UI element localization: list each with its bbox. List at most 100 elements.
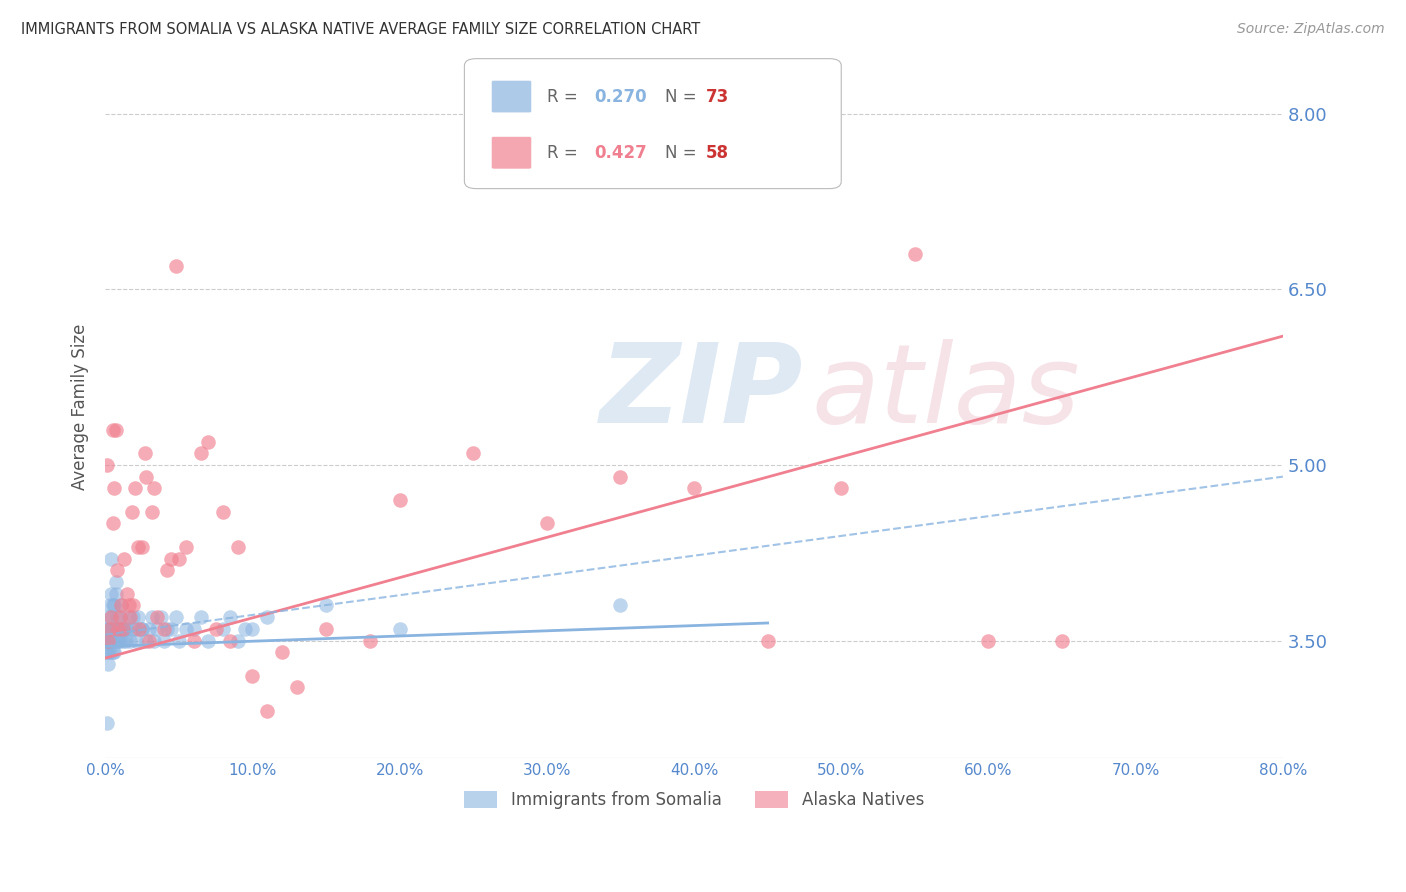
Point [904, 247, 927, 261]
Y-axis label: Average Family Size: Average Family Size [72, 323, 89, 490]
FancyBboxPatch shape [492, 80, 531, 112]
Point [96, 458, 118, 472]
Point [101, 423, 124, 437]
Point [127, 610, 149, 624]
Point [108, 610, 131, 624]
Text: 58: 58 [706, 144, 728, 161]
Point [111, 633, 134, 648]
Point [104, 574, 127, 589]
Point [125, 633, 148, 648]
Point [104, 587, 127, 601]
Point [165, 259, 187, 273]
Point [117, 587, 139, 601]
Point [98, 622, 121, 636]
Text: N =: N = [665, 87, 702, 105]
Point [96, 610, 118, 624]
Point [120, 610, 142, 624]
Point [609, 469, 631, 483]
Point [118, 610, 141, 624]
Point [212, 622, 235, 636]
Point [97, 633, 120, 648]
Legend: Immigrants from Somalia, Alaska Natives: Immigrants from Somalia, Alaska Natives [457, 785, 931, 816]
Point [98, 622, 121, 636]
Point [174, 622, 197, 636]
Point [145, 610, 167, 624]
Point [134, 446, 156, 460]
Point [174, 540, 197, 554]
Text: Source: ZipAtlas.com: Source: ZipAtlas.com [1237, 22, 1385, 37]
Point [135, 633, 157, 648]
Point [190, 446, 212, 460]
Point [96, 645, 118, 659]
Point [97, 645, 120, 659]
Text: ZIP: ZIP [600, 339, 803, 446]
FancyBboxPatch shape [492, 136, 531, 169]
Point [160, 551, 183, 566]
Point [112, 551, 135, 566]
Point [103, 481, 125, 495]
Point [977, 633, 1000, 648]
Point [197, 434, 219, 449]
Point [463, 446, 485, 460]
Text: 73: 73 [706, 87, 730, 105]
Point [103, 645, 125, 659]
Point [204, 622, 226, 636]
Point [197, 633, 219, 648]
Point [108, 610, 131, 624]
Point [111, 622, 134, 636]
Point [160, 622, 183, 636]
Text: N =: N = [665, 144, 702, 161]
Point [135, 469, 157, 483]
Point [233, 622, 256, 636]
Point [111, 622, 134, 636]
Point [108, 633, 131, 648]
Point [256, 610, 278, 624]
Text: 0.270: 0.270 [593, 87, 647, 105]
Point [105, 563, 128, 577]
Point [536, 516, 558, 531]
Point [830, 481, 852, 495]
Point [100, 587, 122, 601]
Point [121, 505, 143, 519]
Point [683, 481, 706, 495]
Point [101, 622, 124, 636]
Point [100, 610, 122, 624]
Text: IMMIGRANTS FROM SOMALIA VS ALASKA NATIVE AVERAGE FAMILY SIZE CORRELATION CHART: IMMIGRANTS FROM SOMALIA VS ALASKA NATIVE… [21, 22, 700, 37]
Point [131, 622, 153, 636]
Point [242, 668, 264, 682]
Point [388, 622, 411, 636]
Point [98, 633, 121, 648]
Point [110, 622, 132, 636]
Point [117, 622, 139, 636]
Point [183, 622, 205, 636]
Point [112, 622, 135, 636]
Point [219, 633, 242, 648]
Point [107, 622, 129, 636]
Point [98, 645, 121, 659]
Point [110, 599, 132, 613]
Point [756, 633, 779, 648]
FancyBboxPatch shape [464, 59, 841, 188]
Point [105, 622, 128, 636]
Point [388, 493, 411, 508]
Point [270, 645, 292, 659]
Text: R =: R = [547, 87, 583, 105]
Point [153, 622, 176, 636]
Point [105, 633, 128, 648]
Point [359, 633, 381, 648]
Point [315, 599, 337, 613]
Point [226, 540, 249, 554]
Point [103, 633, 125, 648]
Point [122, 599, 145, 613]
Point [114, 633, 136, 648]
Point [104, 622, 127, 636]
Text: atlas: atlas [811, 339, 1080, 446]
Point [315, 622, 337, 636]
Point [128, 622, 150, 636]
Point [121, 622, 143, 636]
Point [153, 633, 176, 648]
Point [141, 505, 163, 519]
Point [127, 540, 149, 554]
Point [131, 622, 153, 636]
Point [104, 423, 127, 437]
